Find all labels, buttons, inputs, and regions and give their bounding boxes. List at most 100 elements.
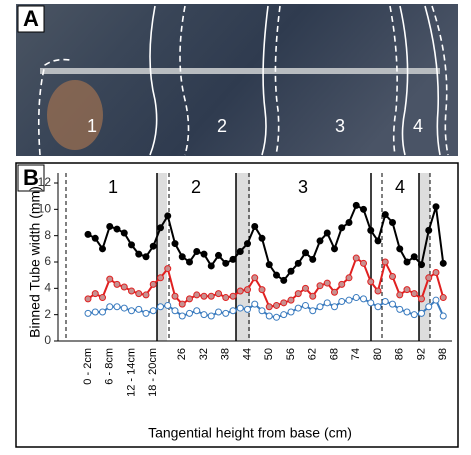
- zone-label: 4: [413, 116, 423, 136]
- data-point: [316, 282, 324, 290]
- x-axis-label: Tangential height from base (cm): [148, 425, 352, 441]
- data-point: [258, 307, 266, 315]
- data-point: [418, 261, 425, 269]
- data-point: [157, 224, 164, 232]
- data-point: [381, 298, 389, 305]
- zone-lines: [37, 5, 449, 156]
- data-point: [236, 304, 244, 312]
- x-tick-label: 12 - 14cm: [125, 348, 137, 397]
- photo-stain: [47, 80, 103, 150]
- data-point: [374, 303, 382, 311]
- zone-label: 1: [87, 116, 97, 136]
- data-point: [273, 301, 280, 309]
- data-point: [425, 303, 433, 311]
- panel-label: A: [23, 6, 39, 31]
- data-point: [280, 299, 288, 307]
- data-point: [193, 291, 201, 299]
- data-point: [396, 245, 404, 253]
- data-point: [186, 258, 193, 266]
- data-point: [120, 229, 128, 237]
- data-point: [157, 274, 164, 282]
- data-point: [403, 258, 411, 266]
- data-point: [302, 284, 309, 292]
- x-tick-label: 0 - 2cm: [82, 348, 94, 385]
- photo-panel: A 1 2 3 4: [16, 4, 458, 156]
- data-point: [280, 276, 288, 284]
- data-point: [171, 307, 179, 315]
- data-point: [128, 287, 135, 295]
- data-point: [207, 312, 215, 320]
- data-point: [164, 212, 172, 220]
- zone-label: 3: [335, 116, 345, 136]
- data-point: [113, 303, 121, 311]
- x-tick-label: 62: [307, 348, 319, 360]
- data-point: [120, 283, 128, 291]
- data-point: [331, 245, 338, 253]
- data-point: [331, 288, 338, 296]
- transition-band: [419, 173, 430, 341]
- data-point: [215, 308, 222, 316]
- data-point: [142, 253, 150, 261]
- data-point: [84, 295, 92, 303]
- data-point: [91, 290, 99, 298]
- data-point: [149, 307, 157, 315]
- data-point: [164, 301, 172, 309]
- x-tick-label: 86: [394, 348, 406, 360]
- data-point: [99, 245, 106, 253]
- y-tick-label: 0: [44, 333, 51, 347]
- data-point: [186, 309, 193, 317]
- data-point: [99, 308, 106, 316]
- data-point: [178, 300, 186, 308]
- data-point: [222, 259, 230, 267]
- data-point: [200, 250, 208, 258]
- data-point: [113, 225, 121, 233]
- x-tick-label: 92: [415, 348, 427, 360]
- data-point: [439, 312, 447, 320]
- data-point: [215, 290, 222, 298]
- data-point: [171, 292, 179, 300]
- data-point: [294, 259, 302, 267]
- data-point: [113, 280, 121, 288]
- data-point: [84, 309, 92, 317]
- zone-label: 2: [217, 116, 227, 136]
- data-point: [294, 304, 302, 312]
- data-point: [323, 229, 331, 237]
- data-point: [323, 279, 331, 287]
- data-point: [273, 313, 280, 321]
- data-point: [331, 303, 338, 311]
- data-point: [439, 294, 447, 302]
- transition-band: [157, 173, 167, 341]
- data-point: [374, 237, 382, 245]
- y-tick-label: 8: [44, 228, 51, 242]
- data-point: [222, 309, 230, 317]
- data-point: [149, 280, 157, 288]
- data-point: [215, 251, 222, 259]
- data-point: [287, 296, 295, 304]
- data-point: [396, 291, 404, 299]
- data-point: [367, 299, 375, 307]
- data-point: [396, 305, 404, 313]
- data-point: [338, 280, 346, 288]
- data-point: [229, 307, 237, 315]
- data-point: [265, 303, 273, 311]
- data-point: [142, 291, 150, 299]
- data-point: [410, 311, 418, 319]
- data-point: [418, 295, 425, 303]
- data-point: [265, 261, 273, 269]
- data-point: [251, 300, 259, 308]
- data-point: [258, 286, 266, 294]
- x-tick-label: 44: [241, 348, 253, 360]
- x-tick-label: 68: [328, 348, 340, 360]
- data-point: [229, 292, 237, 300]
- data-point: [251, 222, 259, 230]
- data-point: [258, 234, 266, 242]
- data-point: [410, 253, 418, 261]
- data-point: [135, 250, 143, 258]
- data-point: [352, 201, 360, 209]
- data-point: [84, 230, 92, 238]
- data-point: [360, 259, 367, 267]
- ruler: [40, 68, 440, 74]
- data-point: [91, 308, 99, 316]
